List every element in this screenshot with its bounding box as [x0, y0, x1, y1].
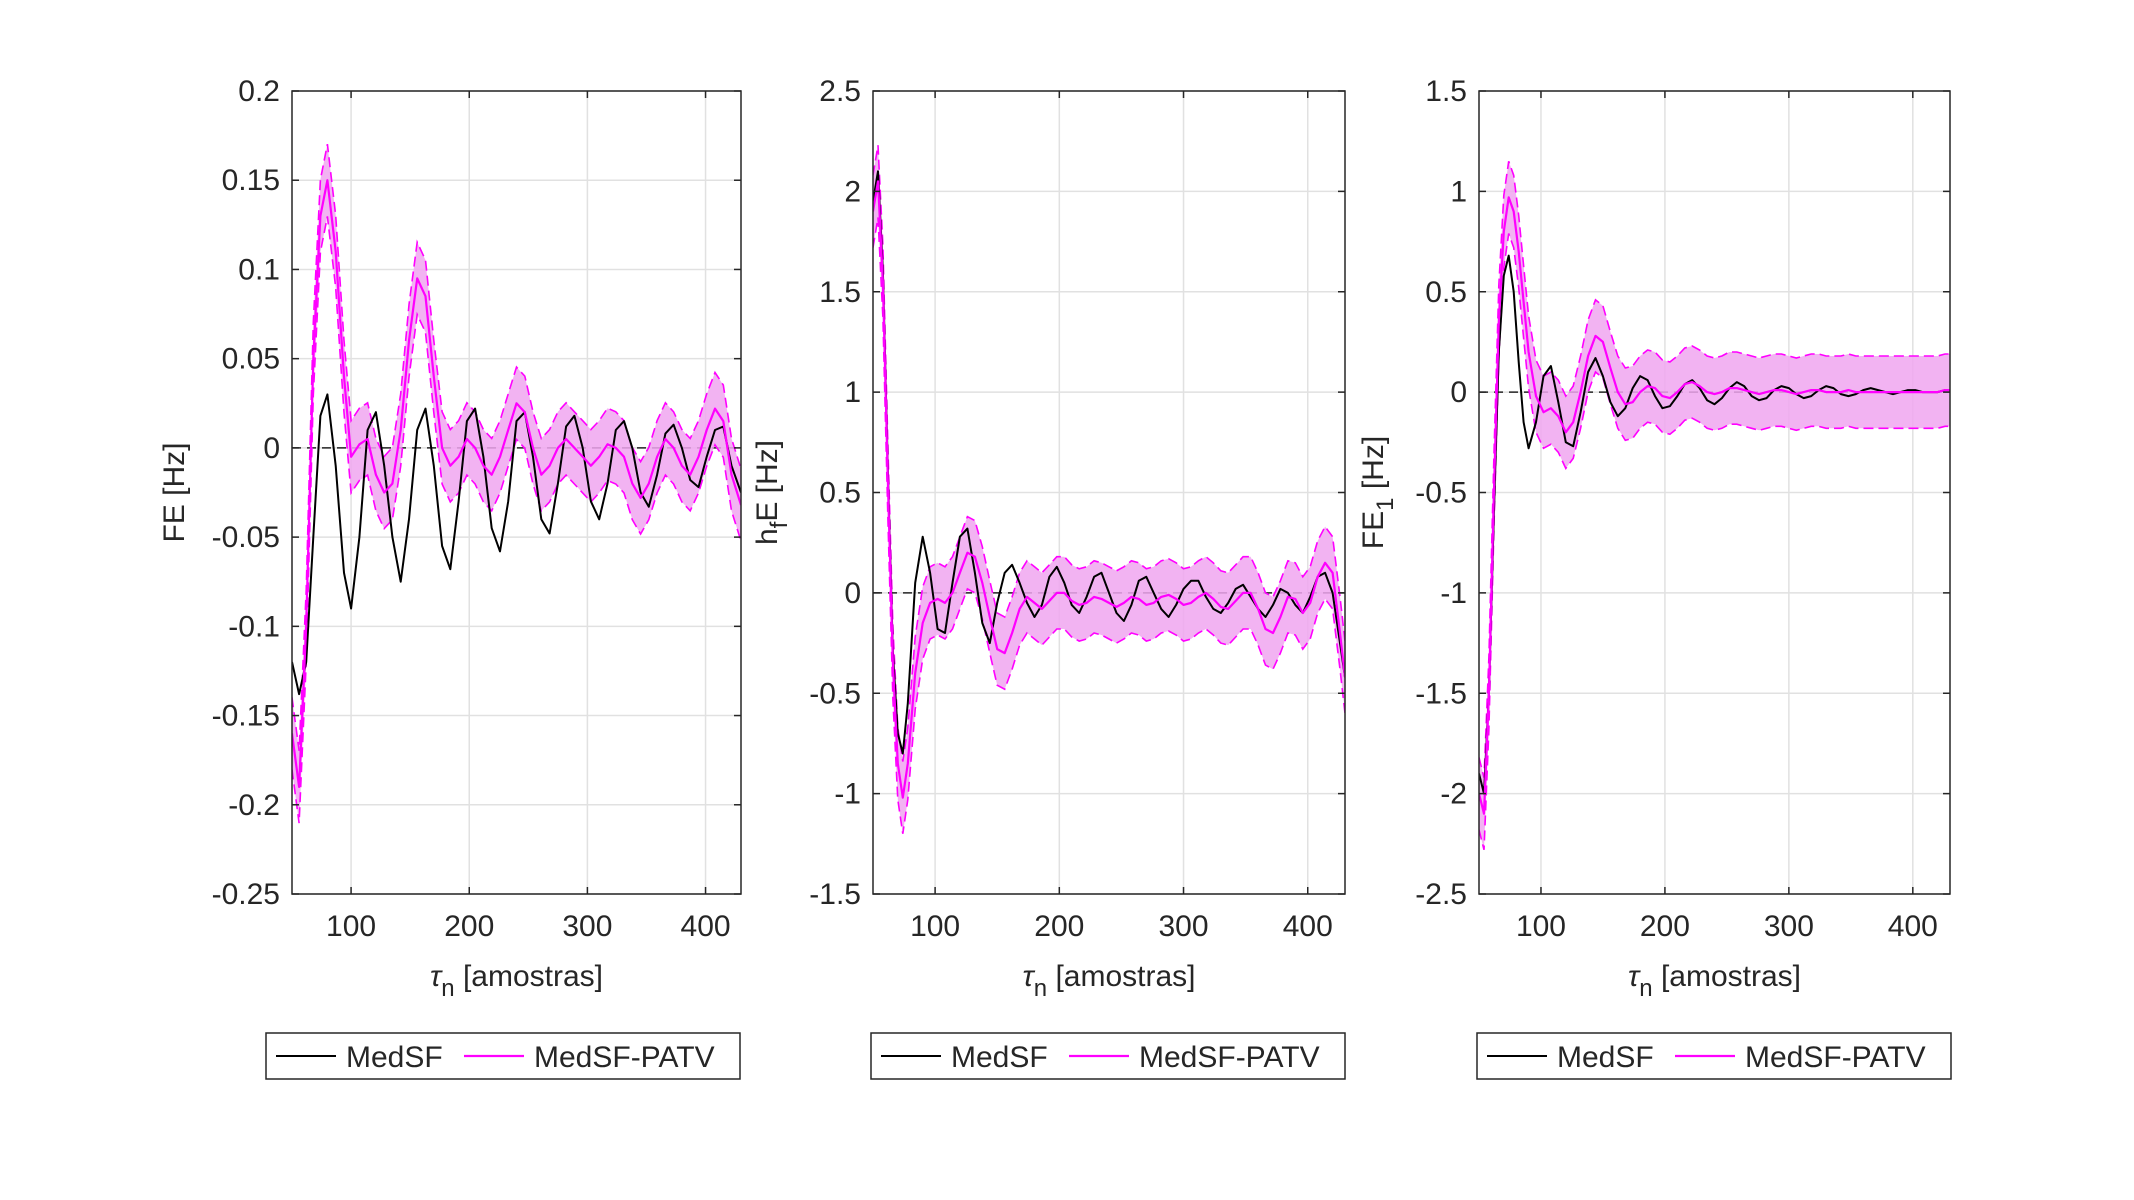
legend-label-medsf-patv: MedSF-PATV — [1139, 1041, 1320, 1074]
y-tick-label: 1.5 — [819, 276, 861, 309]
y-tick-label: 1 — [844, 376, 861, 409]
y-axis-label: hfE [Hz] — [751, 440, 793, 545]
y-tick-label: 0 — [263, 432, 280, 465]
medsf-patv-band-upper — [292, 143, 741, 751]
y-axis-label: FE1 [Hz] — [1357, 436, 1399, 549]
y-tick-label: 0 — [844, 577, 861, 610]
x-tick-label: 100 — [910, 910, 960, 943]
legend-label-medsf: MedSF — [951, 1041, 1048, 1074]
series-medsf-line — [1479, 254, 1950, 795]
chart-panel-3: 100 200 300 400 -2.5 -2 -1.5 -1 -0.5 0 0.5 1 1.5 τn [… — [1357, 75, 1951, 1002]
axes-box — [291, 90, 742, 895]
legend-label-medsf: MedSF — [1557, 1041, 1654, 1074]
legend-box — [870, 1032, 1346, 1080]
medsf-patv-band — [1479, 161, 1950, 850]
x-tick-label: 400 — [681, 910, 731, 943]
y-tick-label: 0.1 — [238, 253, 280, 286]
medsf-patv-band — [292, 144, 741, 824]
plot-area — [292, 91, 741, 894]
x-tick-label: 300 — [1158, 910, 1208, 943]
medsf-patv-band-upper — [1479, 161, 1950, 778]
y-tick-label: -2.5 — [1415, 878, 1467, 911]
y-tick-label: -1.5 — [809, 878, 861, 911]
legend-label-medsf-patv: MedSF-PATV — [1745, 1041, 1926, 1074]
y-tick-label: -1 — [1440, 577, 1467, 610]
series-medsf-patv-line — [292, 179, 741, 789]
y-tick-label: 1.5 — [1425, 75, 1467, 108]
series-medsf-patv-line — [873, 180, 1345, 799]
chart-panel-2: 100 200 300 400 -1.5 -1 -0.5 0 0.5 1 1.5 2 2.5 τn [am… — [751, 75, 1346, 1002]
medsf-patv-band-upper — [873, 145, 1345, 762]
y-tick-label: 0.5 — [819, 477, 861, 510]
y-tick-label: 0.2 — [238, 75, 280, 108]
y-tick-label: -0.5 — [809, 677, 861, 710]
y-tick-label: 2.5 — [819, 75, 861, 108]
legend-1: MedSF MedSF-PATV — [265, 1032, 741, 1080]
medsf-patv-band-lower — [1479, 233, 1950, 850]
series-medsf-line — [873, 170, 1345, 755]
y-tick-label: -1 — [834, 778, 861, 811]
legend-label-medsf-patv: MedSF-PATV — [534, 1041, 715, 1074]
x-tick-label: 400 — [1283, 910, 1333, 943]
y-tick-label: -0.5 — [1415, 477, 1467, 510]
x-tick-label: 100 — [326, 910, 376, 943]
y-tick-label: -0.1 — [228, 610, 280, 643]
medsf-patv-band-lower — [873, 217, 1345, 834]
legend-box — [265, 1032, 741, 1080]
y-tick-label: 0 — [1450, 376, 1467, 409]
y-tick-label: 0.5 — [1425, 276, 1467, 309]
x-axis-label: τn [amostras] — [1628, 960, 1801, 1002]
y-tick-label: -0.25 — [212, 878, 280, 911]
x-tick-label: 400 — [1888, 910, 1938, 943]
x-tick-label: 300 — [562, 910, 612, 943]
y-axis-label: FE [Hz] — [158, 442, 191, 542]
x-tick-label: 200 — [444, 910, 494, 943]
legend-label-medsf: MedSF — [346, 1041, 443, 1074]
y-tick-label: 2 — [844, 175, 861, 208]
y-tick-label: -1.5 — [1415, 677, 1467, 710]
y-tick-label: 0.05 — [222, 343, 280, 376]
x-tick-label: 200 — [1034, 910, 1084, 943]
x-tick-label: 200 — [1640, 910, 1690, 943]
series-group — [1479, 161, 1950, 850]
x-axis-label: τn [amostras] — [1023, 960, 1196, 1002]
series-group — [873, 145, 1345, 834]
y-tick-label: 0.15 — [222, 164, 280, 197]
legend-2: MedSF MedSF-PATV — [870, 1032, 1346, 1080]
y-tick-label: -0.2 — [228, 789, 280, 822]
x-axis-label: τn [amostras] — [430, 960, 603, 1002]
y-tick-label: -2 — [1440, 778, 1467, 811]
y-tick-label: 1 — [1450, 175, 1467, 208]
y-tick-label: -0.05 — [212, 521, 280, 554]
series-group — [292, 143, 741, 824]
x-tick-label: 100 — [1516, 910, 1566, 943]
series-medsf-patv-line — [1479, 196, 1950, 815]
y-tick-label: -0.15 — [212, 700, 280, 733]
legend-3: MedSF MedSF-PATV — [1476, 1032, 1952, 1080]
x-tick-label: 300 — [1764, 910, 1814, 943]
chart-panel-1: 100 200 300 400 -0.25 -0.2 -0.15 -0.1 -0.05 0 0.05… — [158, 75, 742, 1002]
